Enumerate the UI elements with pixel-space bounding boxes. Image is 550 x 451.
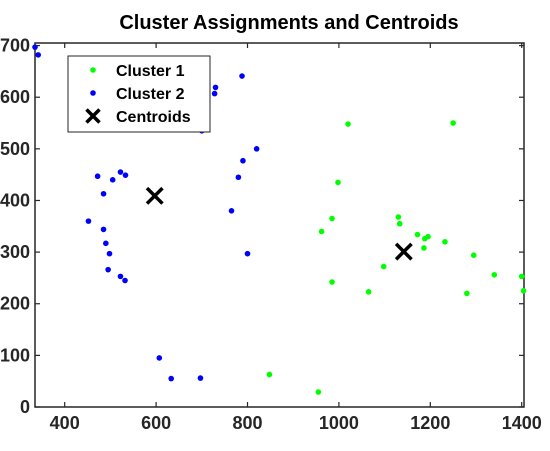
- cluster-2-point: [122, 277, 128, 284]
- x-tick-label: 1400: [502, 413, 542, 433]
- y-tick-label: 500: [0, 139, 30, 159]
- cluster-1-point: [365, 289, 372, 295]
- cluster-1-point: [266, 371, 273, 378]
- legend-marker-2: [90, 90, 96, 96]
- chart-title: Cluster Assignments and Centroids: [119, 12, 458, 34]
- cluster-2-point: [212, 84, 219, 91]
- cluster-2-point: [122, 172, 129, 178]
- cluster-1-point: [345, 121, 351, 127]
- cluster-2-point: [244, 250, 251, 257]
- cluster-2-point: [106, 250, 113, 257]
- cluster-2-point: [228, 208, 235, 214]
- x-tick-label: 600: [141, 413, 171, 433]
- legend-marker-1: [90, 67, 96, 73]
- x-tick-label: 800: [232, 413, 262, 433]
- x-tick-label: 1200: [410, 413, 450, 433]
- cluster-2-point: [197, 375, 204, 381]
- cluster-1-point: [442, 238, 448, 245]
- y-tick-label: 0: [20, 397, 30, 417]
- y-tick-label: 600: [0, 87, 30, 107]
- cluster-2-point: [109, 177, 116, 183]
- cluster-2-point: [85, 218, 92, 224]
- x-tick-label: 400: [50, 413, 80, 433]
- cluster-2-point: [235, 174, 242, 181]
- cluster-2-point: [105, 266, 111, 273]
- cluster-2-point: [100, 190, 107, 197]
- cluster-1-point: [315, 389, 322, 395]
- legend-marker-centroids: [85, 108, 101, 124]
- y-tick-label: 200: [0, 294, 30, 314]
- cluster-2-point: [94, 173, 101, 180]
- cluster-1-point: [518, 273, 525, 280]
- cluster-1-point: [414, 231, 421, 238]
- cluster-1-point: [520, 288, 527, 294]
- cluster-2-point: [156, 355, 163, 361]
- cluster-1-point: [329, 279, 335, 285]
- cluster-2-point: [168, 375, 174, 382]
- cluster-1-point: [470, 252, 477, 259]
- cluster-2-point: [211, 90, 218, 97]
- cluster-1-point: [464, 290, 470, 297]
- cluster-2-point: [240, 157, 246, 164]
- cluster-2-point: [32, 44, 38, 50]
- y-tick-label: 400: [0, 190, 30, 210]
- cluster-1-point: [335, 179, 341, 186]
- cluster-2-point: [117, 169, 124, 175]
- cluster-2-point: [239, 73, 245, 79]
- cluster-2-point: [117, 273, 124, 280]
- data-points: [32, 44, 527, 395]
- cluster-1-point: [491, 272, 498, 278]
- cluster-1-point: [329, 215, 335, 222]
- cluster-1-point: [318, 228, 325, 235]
- cluster-1-point: [396, 220, 403, 227]
- y-tick-label: 300: [0, 242, 30, 262]
- cluster-2-point: [35, 52, 41, 58]
- x-tick-label: 1000: [319, 413, 359, 433]
- axis-ticks: 400 600 800 1000 1200 1400 0 100 200 300 400 500 600…: [0, 36, 542, 433]
- legend-label: Cluster 1: [116, 63, 185, 80]
- centroid-marker: [394, 242, 413, 261]
- y-tick-label: 700: [0, 36, 30, 56]
- centroid-marker: [145, 186, 164, 205]
- y-tick-label: 100: [0, 345, 30, 365]
- cluster-1-point: [450, 120, 456, 126]
- cluster-2-point: [103, 240, 109, 247]
- cluster-1-point: [395, 214, 402, 220]
- legend-label: Centroids: [116, 109, 191, 126]
- legend-label: Cluster 2: [116, 86, 185, 103]
- legend: Cluster 1 Cluster 2 Centroids: [67, 55, 211, 133]
- cluster-2-point: [253, 146, 260, 152]
- cluster-1-point: [421, 245, 427, 251]
- cluster-2-point: [100, 226, 107, 233]
- cluster-1-point: [380, 263, 387, 270]
- cluster-1-point: [425, 233, 431, 240]
